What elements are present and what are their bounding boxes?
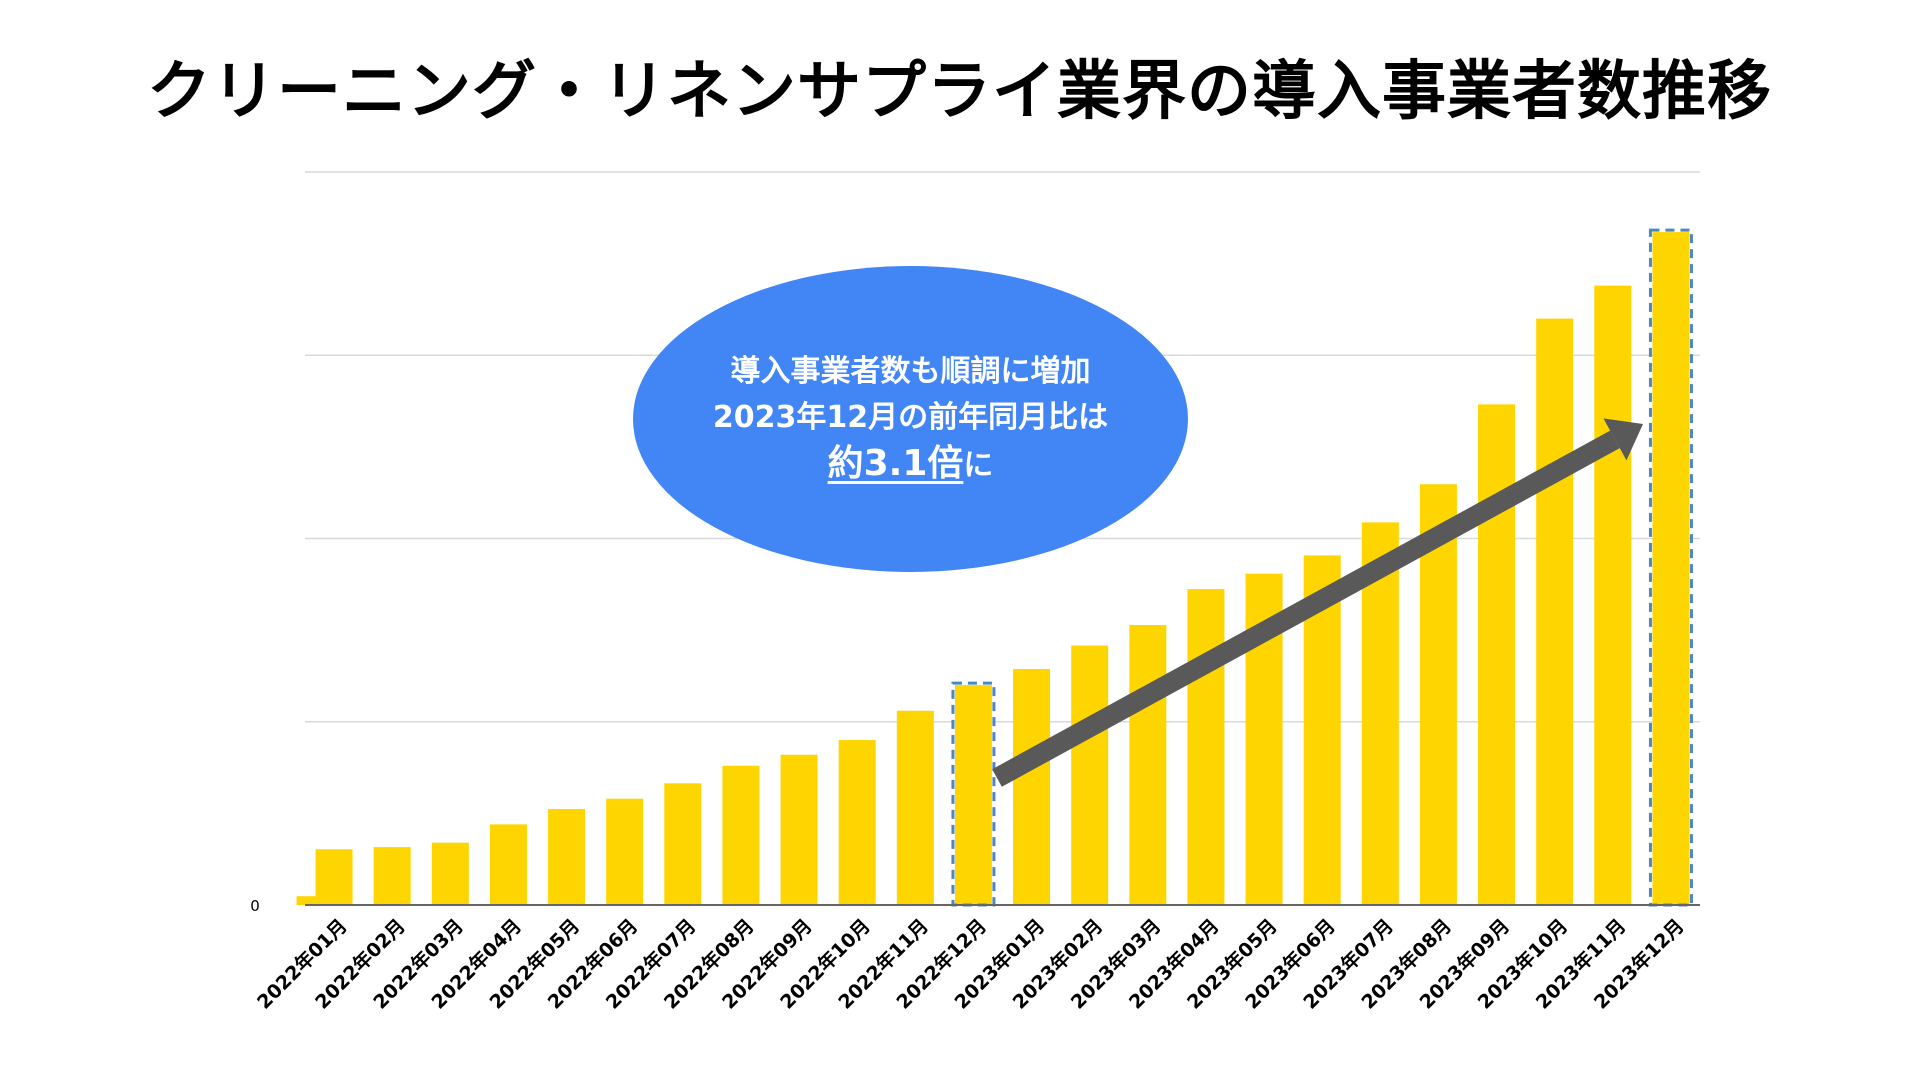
bar-2023年02月 bbox=[1071, 645, 1109, 905]
page-title: クリーニング・リネンサプライ業界の導入事業者数推移 bbox=[147, 55, 1772, 129]
callout-highlight: 約3.1倍 bbox=[827, 443, 964, 484]
y-tick-label: 0 bbox=[250, 897, 260, 915]
bar-2022年07月 bbox=[664, 783, 702, 905]
highlight-box-2022年12月 bbox=[951, 681, 996, 907]
x-tick-labels: 2022年01月2022年02月2022年03月2022年04月2022年05月… bbox=[252, 914, 1688, 1013]
trend-arrow-head bbox=[1603, 418, 1643, 461]
callout-line-1: 導入事業者数も順調に増加 bbox=[730, 354, 1091, 389]
bar-2023年03月 bbox=[1129, 624, 1167, 905]
bar-2022年03月 bbox=[431, 842, 469, 905]
bar-2022年02月 bbox=[373, 847, 411, 905]
bar-2023年10月 bbox=[1536, 318, 1574, 906]
bar-2023年01月 bbox=[1013, 668, 1051, 905]
bar-2022年04月 bbox=[489, 824, 527, 905]
bar-2023年12月 bbox=[1652, 232, 1690, 905]
bar-2023年08月 bbox=[1419, 484, 1457, 905]
bar-2022年09月 bbox=[780, 754, 818, 905]
bar-2022年05月 bbox=[548, 808, 586, 905]
bar-2022年08月 bbox=[722, 765, 760, 905]
trend-arrow bbox=[992, 418, 1643, 787]
callout-line-3: 約3.1倍に bbox=[828, 441, 994, 489]
bar-2022年10月 bbox=[838, 740, 876, 905]
bar-2023年09月 bbox=[1478, 404, 1516, 905]
y-tick-labels: 0 bbox=[250, 897, 260, 915]
bar-step bbox=[296, 896, 316, 905]
bar-2022年06月 bbox=[606, 798, 644, 905]
callout-line-2: 2023年12月の前年同月比は bbox=[712, 400, 1109, 435]
bars bbox=[296, 232, 1690, 906]
bar-2023年07月 bbox=[1361, 522, 1399, 905]
bar-2022年01月 bbox=[315, 849, 353, 905]
callout-suffix: に bbox=[963, 448, 994, 483]
bar-2022年11月 bbox=[896, 710, 934, 905]
trend-arrow-shaft bbox=[992, 430, 1620, 787]
bar-2023年11月 bbox=[1594, 285, 1632, 905]
bar-2022年12月 bbox=[954, 685, 992, 905]
callout-ellipse: 導入事業者数も順調に増加 2023年12月の前年同月比は 約3.1倍に bbox=[633, 266, 1188, 572]
bar-2023年04月 bbox=[1187, 589, 1225, 905]
